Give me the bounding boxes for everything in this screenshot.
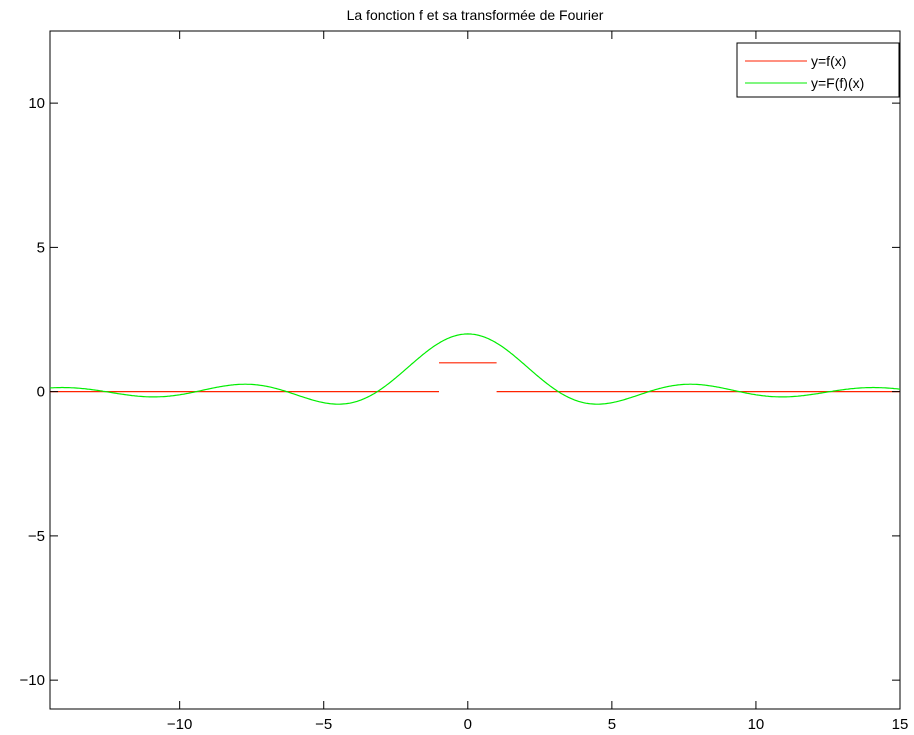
- chart-title: La fonction f et sa transformée de Fouri…: [347, 7, 604, 23]
- x-tick-label: 15: [892, 716, 909, 733]
- x-tick-label: −10: [167, 716, 192, 733]
- y-tick-label: −5: [28, 528, 45, 545]
- y-tick-label: −10: [20, 672, 45, 689]
- x-tick-label: 0: [464, 716, 472, 733]
- legend: y=f(x) y=F(f)(x): [736, 42, 900, 98]
- x-tick-label: −5: [315, 716, 332, 733]
- legend-label-f: y=f(x): [811, 53, 846, 69]
- y-tick-label: 10: [28, 95, 45, 112]
- plot-frame: [49, 30, 901, 710]
- legend-label-fourier: y=F(f)(x): [811, 75, 864, 91]
- series-layer: [49, 333, 901, 405]
- plot-area: −10 −5 0 5 10 15 −10 −5 0 5 10: [20, 30, 909, 733]
- x-tick-label: 10: [748, 716, 765, 733]
- tick-layer: −10 −5 0 5 10 15 −10 −5 0 5 10: [20, 31, 909, 733]
- y-tick-label: 0: [37, 384, 45, 401]
- y-tick-label: 5: [37, 239, 45, 256]
- legend-box: [736, 42, 900, 98]
- series-fourier-line: [49, 333, 901, 405]
- x-tick-label: 5: [608, 716, 616, 733]
